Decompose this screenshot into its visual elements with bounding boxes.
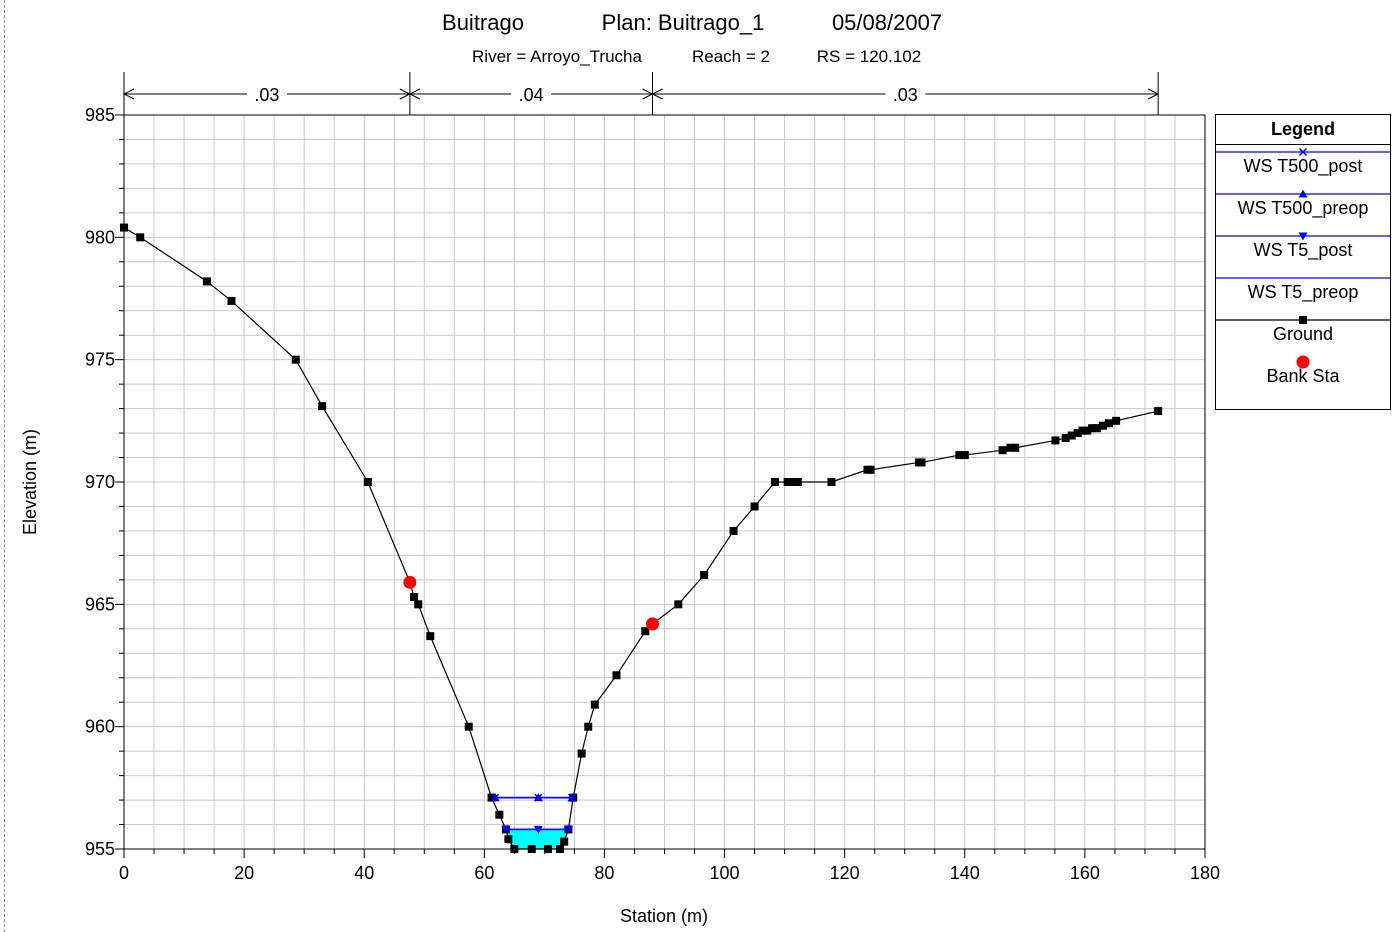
legend-entry: WS T5_preop xyxy=(1216,271,1390,313)
ground-point xyxy=(410,593,418,601)
ground-point xyxy=(700,571,708,579)
ground-point xyxy=(495,811,503,819)
x-tick-label: 100 xyxy=(710,863,740,883)
ground-point xyxy=(544,845,552,853)
x-tick-label: 80 xyxy=(594,863,614,883)
legend-swatch-marker xyxy=(1299,316,1307,324)
header-reach: Reach = 2 xyxy=(692,47,770,66)
x-tick-label: 140 xyxy=(950,863,980,883)
manning-n-bar: .03 .04 .03 xyxy=(124,72,1158,115)
legend-label: Bank Sta xyxy=(1216,366,1390,387)
header-date: 05/08/2007 xyxy=(832,10,942,35)
manning-n-label: .03 xyxy=(893,85,918,105)
bank-station-point xyxy=(403,576,416,589)
ground-point xyxy=(528,845,536,853)
ground-point xyxy=(364,478,372,486)
chart-header: Buitrago Plan: Buitrago_1 05/08/2007 Riv… xyxy=(442,10,942,66)
ground-point xyxy=(751,502,759,510)
ground-point xyxy=(414,600,422,608)
ground-point xyxy=(227,297,235,305)
legend-entries: WS T500_post WS T500_preop WS T5_post WS T5… xyxy=(1216,145,1390,397)
ground-point xyxy=(203,277,211,285)
y-tick-label: 975 xyxy=(85,350,115,370)
y-tick-label: 960 xyxy=(85,717,115,737)
legend-entry: Ground xyxy=(1216,313,1390,355)
ground-point xyxy=(578,750,586,758)
header-plan: Plan: Buitrago_1 xyxy=(602,10,765,35)
ground-point xyxy=(866,466,874,474)
ground-point xyxy=(560,838,568,846)
ground-point xyxy=(504,835,512,843)
ground-point xyxy=(1011,444,1019,452)
legend-entry: WS T500_post xyxy=(1216,145,1390,187)
ground-point xyxy=(584,723,592,731)
bank-station-point xyxy=(646,617,659,630)
header-rs: RS = 120.102 xyxy=(817,47,921,66)
plot-grid xyxy=(124,115,1205,849)
legend: Legend WS T500_post WS T500_preop WS T5_po… xyxy=(1215,114,1391,410)
legend-title: Legend xyxy=(1216,115,1390,145)
ground-point xyxy=(465,723,473,731)
x-tick-label: 120 xyxy=(830,863,860,883)
x-tick-label: 20 xyxy=(234,863,254,883)
legend-entry: WS T500_preop xyxy=(1216,187,1390,229)
ground-point xyxy=(591,701,599,709)
ground-point xyxy=(1154,407,1162,415)
x-tick-label: 0 xyxy=(119,863,129,883)
y-tick-label: 980 xyxy=(85,227,115,247)
ground-point xyxy=(120,224,128,232)
y-tick-label: 985 xyxy=(85,105,115,125)
ground-point xyxy=(771,478,779,486)
legend-entry: WS T5_post xyxy=(1216,229,1390,271)
ground-point xyxy=(674,600,682,608)
legend-label: WS T5_preop xyxy=(1216,282,1390,303)
ground-point xyxy=(999,446,1007,454)
legend-label: WS T500_post xyxy=(1216,156,1390,177)
header-river: River = Arroyo_Trucha xyxy=(472,47,642,66)
manning-n-label: .04 xyxy=(519,85,544,105)
x-tick-label: 40 xyxy=(354,863,374,883)
plot-axes: 0 20 40 60 80 100 120 140 160 180 955 960 965 970 975 9… xyxy=(85,105,1220,883)
y-tick-label: 965 xyxy=(85,594,115,614)
x-axis-label: Station (m) xyxy=(620,906,708,926)
ground-point xyxy=(1105,419,1113,427)
ground-point xyxy=(612,671,620,679)
y-tick-label: 970 xyxy=(85,472,115,492)
plot-series xyxy=(120,224,1162,853)
ground-point xyxy=(136,233,144,241)
ground-point xyxy=(1051,436,1059,444)
manning-n-label: .03 xyxy=(254,85,279,105)
ground-point xyxy=(510,845,518,853)
ground-point xyxy=(1112,417,1120,425)
legend-label: WS T5_post xyxy=(1216,240,1390,261)
ground-point xyxy=(827,478,835,486)
y-tick-label: 955 xyxy=(85,839,115,859)
ground-point xyxy=(556,845,564,853)
ground-point xyxy=(426,632,434,640)
x-tick-label: 60 xyxy=(474,863,494,883)
header-project: Buitrago xyxy=(442,10,524,35)
legend-label: Ground xyxy=(1216,324,1390,345)
legend-label: WS T500_preop xyxy=(1216,198,1390,219)
legend-entry: Bank Sta xyxy=(1216,355,1390,397)
ground-line xyxy=(124,228,1158,849)
ground-point xyxy=(918,458,926,466)
y-axis-label: Elevation (m) xyxy=(20,429,40,535)
x-tick-label: 180 xyxy=(1190,863,1220,883)
ground-point xyxy=(794,478,802,486)
ground-point xyxy=(318,402,326,410)
x-tick-label: 160 xyxy=(1070,863,1100,883)
ground-point xyxy=(961,451,969,459)
ground-point xyxy=(730,527,738,535)
ground-point xyxy=(292,356,300,364)
